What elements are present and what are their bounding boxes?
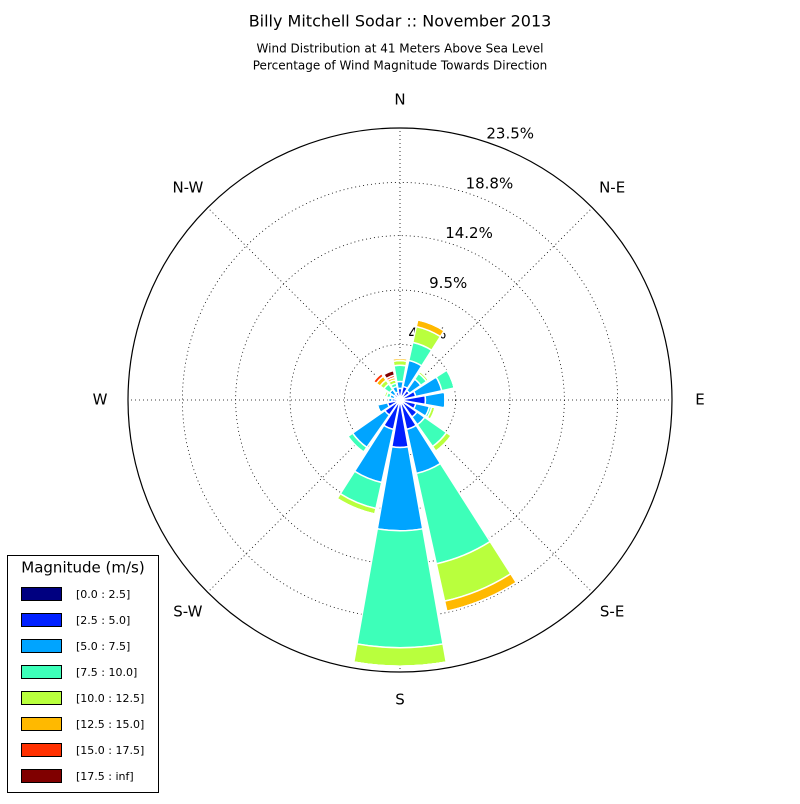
bar-segment: [357, 529, 443, 648]
legend-swatch: [22, 666, 62, 679]
direction-label: N-E: [599, 178, 625, 196]
bar-segment: [354, 644, 446, 666]
legend-label: [2.5 : 5.0]: [76, 614, 130, 627]
legend-label: [15.0 : 17.5]: [76, 744, 144, 757]
legend-label: [7.5 : 10.0]: [76, 666, 137, 679]
legend-label: [0.0 : 2.5]: [76, 588, 130, 601]
chart-subtitle: Percentage of Wind Magnitude Towards Dir…: [253, 59, 547, 73]
r-tick-label: 23.5%: [486, 124, 534, 142]
legend-label: [10.0 : 12.5]: [76, 692, 144, 705]
legend-title: Magnitude (m/s): [21, 559, 144, 577]
legend-swatch: [22, 614, 62, 627]
legend-swatch: [22, 692, 62, 705]
direction-label: S-E: [600, 603, 624, 621]
direction-label: W: [93, 391, 108, 409]
direction-label: E: [695, 391, 704, 409]
direction-label: S: [395, 691, 405, 709]
direction-label: N: [394, 91, 405, 109]
legend-label: [5.0 : 7.5]: [76, 640, 130, 653]
legend-swatch: [22, 718, 62, 731]
radial-grid-line: [208, 208, 400, 400]
bars: [337, 320, 516, 666]
legend-label: [17.5 : inf]: [76, 770, 134, 783]
chart-title: Billy Mitchell Sodar :: November 2013: [249, 12, 552, 31]
legend-swatch: [22, 770, 62, 783]
legend-swatch: [22, 640, 62, 653]
chart-subtitle: Wind Distribution at 41 Meters Above Sea…: [257, 42, 544, 56]
bar-segment: [393, 358, 407, 359]
r-tick-label: 18.8%: [466, 175, 514, 193]
legend-swatch: [22, 744, 62, 757]
legend-label: [12.5 : 15.0]: [76, 718, 144, 731]
r-tick-label: 14.2%: [445, 224, 493, 242]
r-tick-label: 9.5%: [429, 274, 467, 292]
legend-swatch: [22, 588, 62, 601]
radial-grid-line: [400, 208, 592, 400]
bar-segment: [444, 392, 445, 408]
direction-label: S-W: [173, 603, 202, 621]
direction-label: N-W: [172, 178, 203, 196]
